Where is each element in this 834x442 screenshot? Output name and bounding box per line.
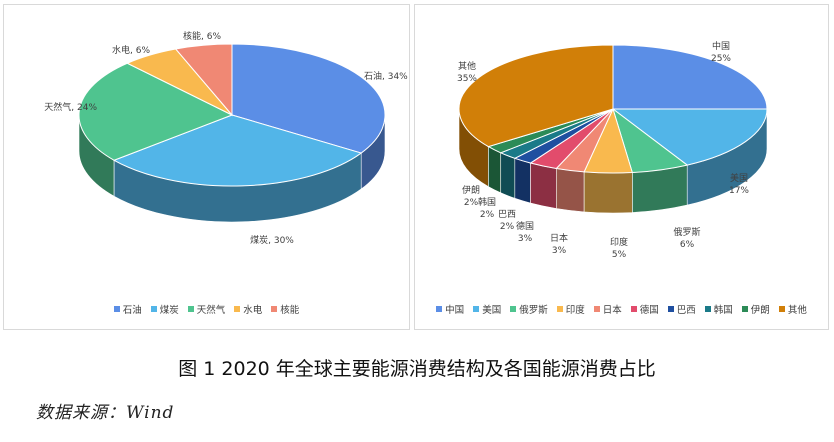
legend-label-韩国: 韩国 xyxy=(713,305,733,316)
legend-item-日本: 日本 xyxy=(593,302,622,316)
pie-slice-美国 xyxy=(611,108,768,166)
pie-slice-其他 xyxy=(458,44,614,148)
legend-swatch-1-4 xyxy=(593,306,600,312)
legend-item-巴西: 巴西 xyxy=(667,302,696,316)
legend-swatch-1-6 xyxy=(667,306,674,312)
legend-swatch-1-2 xyxy=(510,306,517,312)
data-label-日本: 日本 3% xyxy=(550,232,568,256)
legend-swatch-1-0 xyxy=(436,306,443,312)
data-label-伊朗: 伊朗 2% xyxy=(462,184,480,208)
country-share-legend: 中国 美国 俄罗斯 印度 日本 德国 巴西 韩国 伊朗 其他 xyxy=(415,302,828,316)
energy-structure-legend: 石油 煤炭 天然气 水电 核能 xyxy=(4,302,409,316)
pie-slice-中国 xyxy=(612,44,768,110)
data-label-巴西: 巴西 2% xyxy=(498,209,516,232)
legend-swatch-0-0 xyxy=(113,306,120,312)
pie-side-1-6-4 xyxy=(514,157,531,204)
legend-swatch-0-3 xyxy=(234,306,241,312)
pie-side-1-3-8 xyxy=(583,171,633,214)
legend-label-伊朗: 伊朗 xyxy=(750,305,770,316)
legend-item-水电: 水电 xyxy=(234,302,262,316)
legend-label-德国: 德国 xyxy=(639,305,659,316)
data-label-天然气: 天然气, 24% xyxy=(44,101,97,113)
legend-swatch-0-1 xyxy=(150,306,157,312)
legend-swatch-1-8 xyxy=(741,306,748,312)
pie-side-1-5-5 xyxy=(530,162,557,209)
legend-item-煤炭: 煤炭 xyxy=(150,302,179,316)
legend-label-天然气: 天然气 xyxy=(196,305,226,316)
data-source: 数据来源：Wind xyxy=(36,403,175,423)
legend-swatch-0-2 xyxy=(187,306,194,312)
legend-swatch-1-3 xyxy=(556,306,563,312)
legend-item-美国: 美国 xyxy=(473,302,501,316)
data-label-石油: 石油, 34% xyxy=(364,70,408,82)
legend-item-俄罗斯: 俄罗斯 xyxy=(510,302,548,316)
legend-item-其他: 其他 xyxy=(778,302,807,316)
legend-label-巴西: 巴西 xyxy=(676,305,696,316)
pie-slice-核能 xyxy=(174,43,233,117)
country-share-pie: 中国 25% 美国 17% 俄罗斯 6% 印度 5% 日本 3% 德国 3%巴西 2%韩国 2%伊朗 2% 其… xyxy=(457,40,768,260)
legend-item-核能: 核能 xyxy=(271,302,299,316)
data-label-核能: 核能, 6% xyxy=(183,30,221,42)
energy-structure-pie: 石油, 34% 煤炭, 30% 天然气, 24% 水电, 6% 核能, 6% xyxy=(44,30,408,246)
legend-label-印度: 印度 xyxy=(565,305,585,316)
data-label-德国: 德国 3% xyxy=(516,220,534,244)
legend-item-天然气: 天然气 xyxy=(187,302,226,316)
legend-swatch-1-7 xyxy=(704,306,711,312)
legend-label-水电: 水电 xyxy=(243,305,263,316)
energy-structure-chart: 石油, 34% 煤炭, 30% 天然气, 24% 水电, 6% 核能, 6% 石油 煤炭 天… xyxy=(3,4,410,330)
legend-item-石油: 石油 xyxy=(113,302,142,316)
pie-slice-天然气 xyxy=(78,62,234,161)
legend-item-印度: 印度 xyxy=(556,302,585,316)
country-share-chart: 中国 25% 美国 17% 俄罗斯 6% 印度 5% 日本 3% 德国 3% 巴西 2% 韩国 2% 伊朗 2% 其… xyxy=(414,4,829,330)
legend-swatch-1-5 xyxy=(630,306,637,312)
data-label-美国: 美国 17% xyxy=(729,172,749,196)
legend-label-其他: 其他 xyxy=(787,305,807,316)
data-label-俄罗斯: 俄罗斯 6% xyxy=(673,226,700,250)
legend-label-核能: 核能 xyxy=(280,305,300,316)
legend-item-中国: 中国 xyxy=(436,302,464,316)
legend-label-中国: 中国 xyxy=(445,305,465,316)
data-label-煤炭: 煤炭, 30% xyxy=(250,234,294,246)
pie-side-1-4-7 xyxy=(556,168,585,213)
legend-label-煤炭: 煤炭 xyxy=(159,305,179,316)
legend-swatch-0-4 xyxy=(271,306,278,312)
pie-side-1-8-2 xyxy=(488,146,502,194)
data-label-其他: 其他 35% xyxy=(457,60,477,84)
legend-label-石油: 石油 xyxy=(122,305,142,316)
legend-swatch-1-9 xyxy=(778,306,785,312)
legend-label-日本: 日本 xyxy=(602,305,622,316)
legend-item-伊朗: 伊朗 xyxy=(741,302,770,316)
data-label-水电: 水电, 6% xyxy=(112,44,150,56)
data-label-韩国: 韩国 2% xyxy=(478,196,496,220)
figure-caption: 图 1 2020 年全球主要能源消费结构及各国能源消费占比 xyxy=(178,358,656,380)
data-label-中国: 中国 25% xyxy=(711,40,731,64)
data-label-印度: 印度 5% xyxy=(610,236,628,260)
pie-slice-煤炭 xyxy=(112,114,363,187)
legend-item-韩国: 韩国 xyxy=(704,302,733,316)
pie-side-1-7-3 xyxy=(500,152,516,199)
legend-swatch-1-1 xyxy=(473,306,480,312)
legend-item-德国: 德国 xyxy=(630,302,659,316)
legend-label-美国: 美国 xyxy=(482,305,502,316)
legend-label-俄罗斯: 俄罗斯 xyxy=(519,305,548,316)
